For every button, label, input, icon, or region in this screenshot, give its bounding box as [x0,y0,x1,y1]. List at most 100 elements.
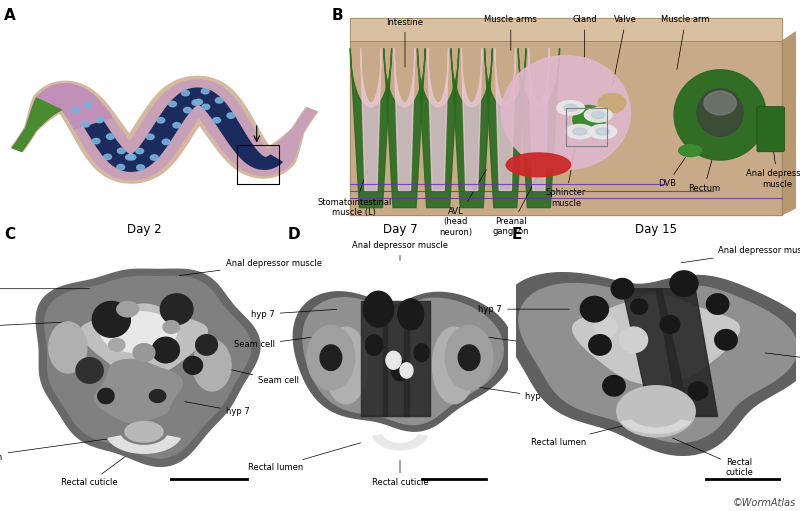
Circle shape [84,102,92,108]
Circle shape [182,90,190,96]
Text: Seam cell: Seam cell [234,335,328,350]
Polygon shape [12,98,62,151]
Polygon shape [394,49,415,191]
Text: Rectal lumen: Rectal lumen [0,437,119,462]
Polygon shape [350,49,392,207]
Circle shape [128,154,136,160]
Circle shape [150,155,158,160]
Polygon shape [49,322,87,373]
Polygon shape [660,316,680,333]
Circle shape [591,111,605,119]
Text: hyp 7: hyp 7 [185,402,250,416]
Ellipse shape [704,91,736,115]
Polygon shape [433,327,475,404]
Polygon shape [163,321,179,333]
Circle shape [573,128,586,135]
Polygon shape [688,382,708,400]
Polygon shape [108,436,180,453]
Polygon shape [485,49,526,207]
Polygon shape [350,17,782,41]
Circle shape [194,99,202,105]
Polygon shape [150,390,166,402]
Circle shape [227,113,234,118]
Polygon shape [462,49,482,191]
Polygon shape [76,358,103,383]
Text: Intestine: Intestine [386,18,423,67]
Polygon shape [706,294,729,314]
Polygon shape [94,359,182,423]
Circle shape [136,148,143,154]
Bar [566,108,607,146]
Polygon shape [581,296,608,322]
Circle shape [82,122,90,127]
Circle shape [584,108,612,122]
Circle shape [126,154,134,160]
Text: Rectal cuticle: Rectal cuticle [62,456,126,487]
Polygon shape [518,49,559,207]
Polygon shape [183,357,202,374]
Circle shape [213,118,221,123]
Polygon shape [152,337,179,363]
Circle shape [72,107,80,112]
Text: Anal depressor muscle: Anal depressor muscle [352,241,448,261]
Polygon shape [45,276,250,458]
Polygon shape [414,344,429,361]
Polygon shape [125,422,163,442]
Ellipse shape [573,105,605,134]
Polygon shape [46,88,282,171]
Text: Muscle arms: Muscle arms [484,15,538,51]
Circle shape [92,138,100,144]
Polygon shape [98,388,114,404]
Text: Gland: Gland [572,15,597,65]
Polygon shape [81,304,207,376]
Polygon shape [594,317,617,337]
Polygon shape [446,326,493,390]
Text: Rectal cuticle: Rectal cuticle [372,460,428,487]
Circle shape [157,118,165,123]
Text: Rectal lumen: Rectal lumen [530,422,637,447]
Circle shape [596,128,610,135]
Polygon shape [382,301,409,416]
Text: Seam cell: Seam cell [0,322,65,332]
Polygon shape [611,278,634,299]
Polygon shape [117,301,138,317]
Polygon shape [133,344,155,361]
Bar [238,146,279,183]
Polygon shape [529,49,550,191]
Polygon shape [350,41,782,215]
Polygon shape [325,327,368,404]
Circle shape [117,165,125,170]
Text: Anal depressor
muscle: Anal depressor muscle [746,134,800,189]
Polygon shape [418,49,459,207]
Polygon shape [620,327,648,353]
Text: Anal depressor muscle: Anal depressor muscle [179,259,322,275]
Text: Rectum: Rectum [688,158,720,193]
Text: hyp 7: hyp 7 [251,309,337,319]
Text: Seam cell: Seam cell [472,335,566,350]
Circle shape [589,125,617,138]
Polygon shape [363,291,394,327]
Circle shape [557,101,584,115]
Circle shape [215,98,223,103]
Polygon shape [101,312,177,353]
Polygon shape [12,80,317,179]
Polygon shape [366,335,382,355]
Polygon shape [398,299,424,330]
Polygon shape [622,420,690,433]
Title: Day 2: Day 2 [126,223,162,237]
Circle shape [184,107,191,113]
Ellipse shape [598,94,626,112]
Polygon shape [193,340,231,391]
Text: Rectal
cuticle: Rectal cuticle [673,438,754,477]
Polygon shape [384,49,426,207]
Polygon shape [428,49,449,191]
Polygon shape [451,49,492,207]
Circle shape [104,154,111,159]
Polygon shape [307,326,354,390]
Circle shape [146,134,154,140]
Text: Valve: Valve [613,15,638,86]
Polygon shape [603,376,626,396]
Text: Preanal
ganglion: Preanal ganglion [493,177,537,236]
Polygon shape [160,294,193,324]
Circle shape [202,104,210,109]
